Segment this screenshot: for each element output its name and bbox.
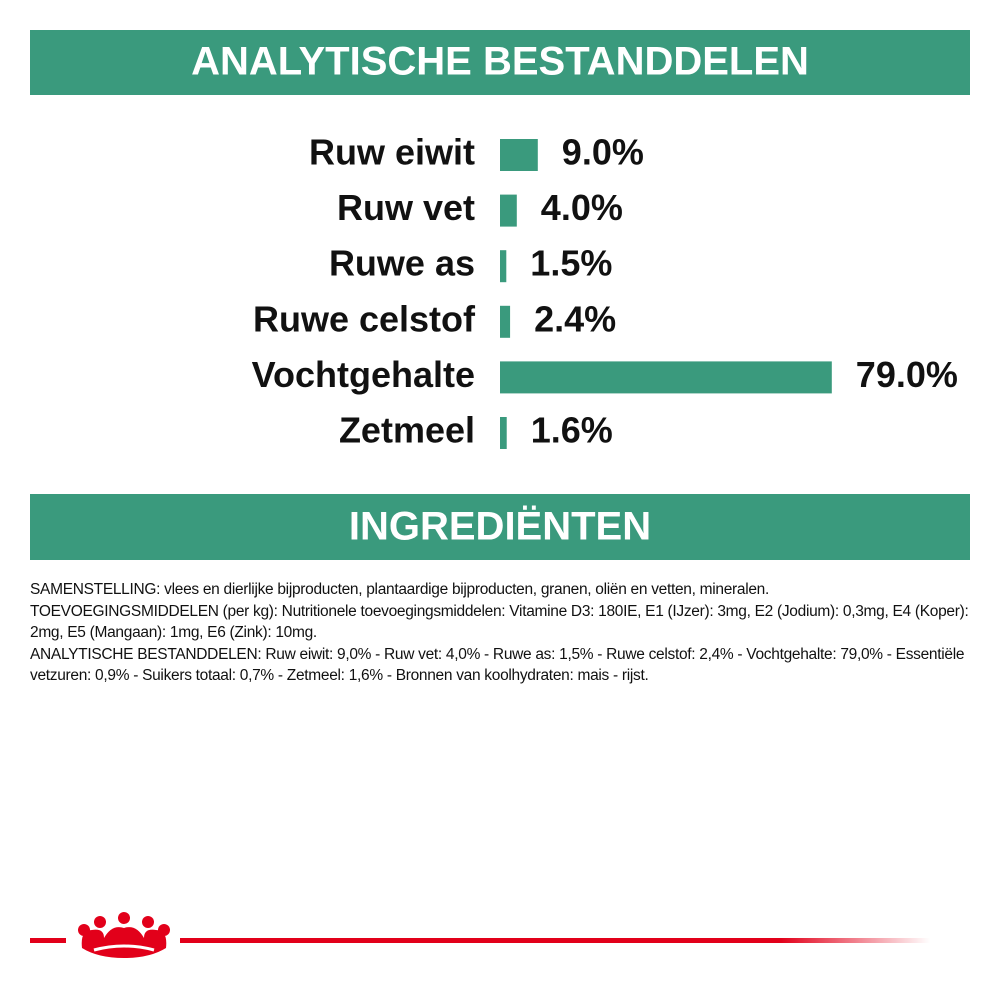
bar [500,305,511,338]
value-label: 1.5% [530,243,612,284]
chart-title: ANALYTISCHE BESTANDDELEN [191,40,809,84]
category-label: Vochtgehalte [252,354,475,395]
value-label: 79.0% [856,354,958,395]
logo [30,912,930,958]
value-label: 2.4% [534,298,616,339]
bar [500,250,507,283]
value-label: 1.6% [531,410,613,451]
bar [500,417,507,449]
ingredients-text: SAMENSTELLING: vlees en dierlijke bijpro… [30,579,975,687]
section-title: INGREDIËNTEN [349,505,651,549]
category-label: Ruwe as [329,243,475,284]
category-label: Zetmeel [339,410,475,451]
header-band [30,30,970,95]
value-label: 9.0% [562,132,644,173]
bar [500,194,517,227]
category-label: Ruw eiwit [309,132,475,173]
paragraph: TOEVOEGINGSMIDDELEN (per kg): Nutritione… [30,602,969,642]
category-label: Ruwe celstof [253,298,476,339]
bar [500,361,832,394]
header-band [30,494,970,560]
paragraph: ANALYTISCHE BESTANDDELEN: Ruw eiwit: 9,0… [30,645,965,685]
paragraph: SAMENSTELLING: vlees en dierlijke bijpro… [30,581,769,598]
bar [500,139,538,171]
value-label: 4.0% [541,187,623,228]
category-label: Ruw vet [337,187,475,228]
